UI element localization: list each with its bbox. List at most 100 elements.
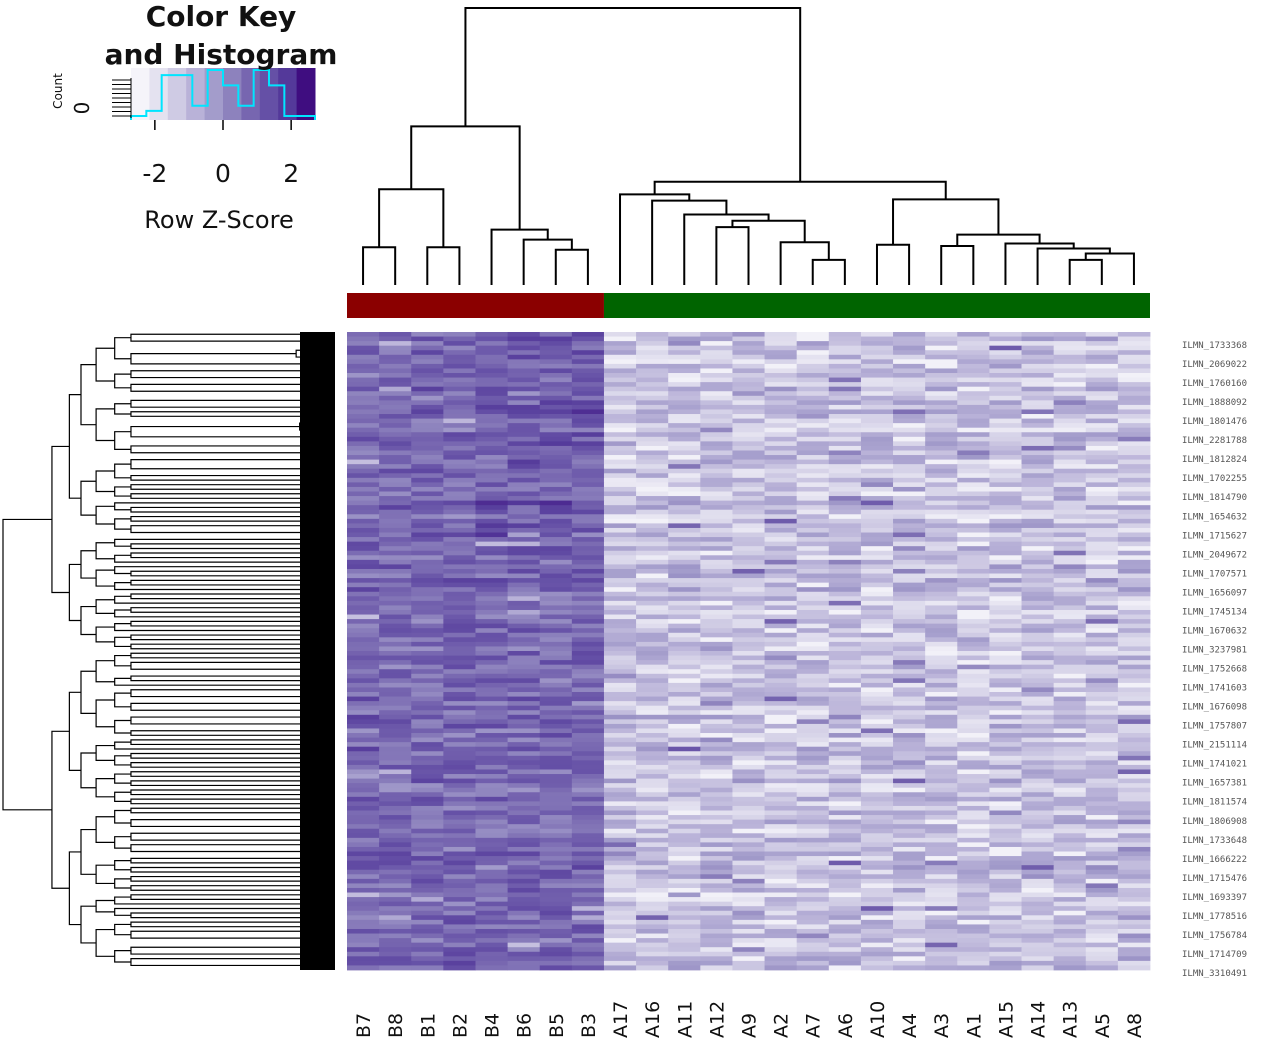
heatmap-cell xyxy=(539,341,573,347)
heatmap-cell xyxy=(636,564,669,570)
heatmap-cell xyxy=(636,719,669,725)
heatmap-cell xyxy=(1053,587,1087,593)
heatmap-cell xyxy=(860,783,894,789)
heatmap-cell xyxy=(571,865,605,871)
heatmap-cell xyxy=(603,678,637,684)
heatmap-cell xyxy=(507,910,541,916)
heatmap-cell xyxy=(1021,928,1055,934)
heatmap-cell xyxy=(379,728,412,734)
heatmap-cell xyxy=(828,678,862,684)
heatmap-cell xyxy=(732,568,765,574)
heatmap-cell xyxy=(1053,473,1087,479)
heatmap-cell xyxy=(636,751,669,757)
heatmap-cell xyxy=(764,345,798,351)
heatmap-cell xyxy=(668,546,701,552)
heatmap-cell xyxy=(732,496,765,502)
heatmap-cell xyxy=(893,500,926,506)
heatmap-cell xyxy=(989,906,1022,912)
heatmap-cell xyxy=(379,427,412,433)
heatmap-cell xyxy=(732,432,765,438)
heatmap-cell xyxy=(571,760,605,766)
heatmap-cell xyxy=(1053,423,1087,429)
heatmap-cell xyxy=(539,719,573,725)
heatmap-cell xyxy=(925,787,958,793)
heatmap-cell xyxy=(1053,664,1087,670)
heatmap-cell xyxy=(475,445,508,451)
heatmap-cell xyxy=(668,769,701,775)
heatmap-cell xyxy=(347,632,380,638)
heatmap-cell xyxy=(828,423,862,429)
heatmap-cell xyxy=(796,537,830,543)
heatmap-cell xyxy=(989,591,1022,597)
heatmap-cell xyxy=(475,573,508,579)
heatmap-cell xyxy=(475,660,508,666)
heatmap-cell xyxy=(668,960,701,966)
heatmap-cell xyxy=(475,345,508,351)
heatmap-cell xyxy=(893,965,926,971)
heatmap-cell xyxy=(828,865,862,871)
heatmap-cell xyxy=(764,906,798,912)
heatmap-cell xyxy=(1117,455,1151,460)
heatmap-cell xyxy=(668,692,701,697)
heatmap-cell xyxy=(1021,455,1055,460)
heatmap-cell xyxy=(732,459,765,465)
heatmap-cell xyxy=(411,901,444,907)
heatmap-cell xyxy=(828,933,862,939)
heatmap-cell xyxy=(957,933,990,939)
heatmap-cell xyxy=(1085,432,1119,438)
heatmap-cell xyxy=(860,578,894,584)
heatmap-cell xyxy=(1085,915,1119,921)
heatmap-cell xyxy=(1117,673,1151,679)
heatmap-cell xyxy=(764,486,798,492)
heatmap-cell xyxy=(700,436,733,442)
heatmap-cell xyxy=(443,796,476,802)
heatmap-cell xyxy=(989,897,1022,903)
heatmap-cell xyxy=(796,660,830,666)
heatmap-cell xyxy=(828,956,862,962)
heatmap-cell xyxy=(411,559,444,565)
heatmap-cell xyxy=(796,901,830,907)
heatmap-cell xyxy=(1117,869,1151,875)
heatmap-cell xyxy=(1053,373,1087,378)
heatmap-cell xyxy=(571,696,605,702)
heatmap-cell xyxy=(507,341,541,347)
heatmap-cell xyxy=(668,678,701,684)
heatmap-cell xyxy=(1117,541,1151,547)
heatmap-cell xyxy=(571,710,605,716)
heatmap-cell xyxy=(860,459,894,465)
heatmap-cell xyxy=(379,359,412,365)
heatmap-cell xyxy=(828,755,862,761)
color-key-x-tick-label: 2 xyxy=(283,159,299,188)
heatmap-cell xyxy=(347,828,380,834)
heatmap-cell xyxy=(507,901,541,907)
heatmap-cell xyxy=(411,441,444,447)
heatmap-cell xyxy=(893,368,926,374)
heatmap-cell xyxy=(1021,386,1055,392)
heatmap-cell xyxy=(1021,833,1055,839)
heatmap-cell xyxy=(443,892,476,898)
heatmap-cell xyxy=(379,473,412,479)
heatmap-cell xyxy=(1021,860,1055,866)
heatmap-cell xyxy=(796,796,830,802)
heatmap-cell xyxy=(668,505,701,511)
heatmap-cell xyxy=(925,359,958,365)
heatmap-cell xyxy=(475,646,508,652)
heatmap-cell xyxy=(443,332,476,337)
heatmap-cell xyxy=(347,956,380,962)
heatmap-cell xyxy=(1053,359,1087,365)
heatmap-cell xyxy=(732,436,765,442)
heatmap-cell xyxy=(1021,550,1055,556)
heatmap-cell xyxy=(539,350,573,356)
heatmap-cell xyxy=(925,614,958,620)
heatmap-cell xyxy=(1085,787,1119,793)
heatmap-cell xyxy=(571,518,605,524)
heatmap-cell xyxy=(893,546,926,552)
heatmap-cell xyxy=(989,555,1022,561)
heatmap-cell xyxy=(539,760,573,766)
heatmap-cell xyxy=(379,628,412,634)
heatmap-cell xyxy=(379,960,412,966)
heatmap-cell xyxy=(539,723,573,729)
heatmap-cell xyxy=(732,828,765,834)
heatmap-cell xyxy=(668,842,701,848)
heatmap-cell xyxy=(989,368,1022,374)
